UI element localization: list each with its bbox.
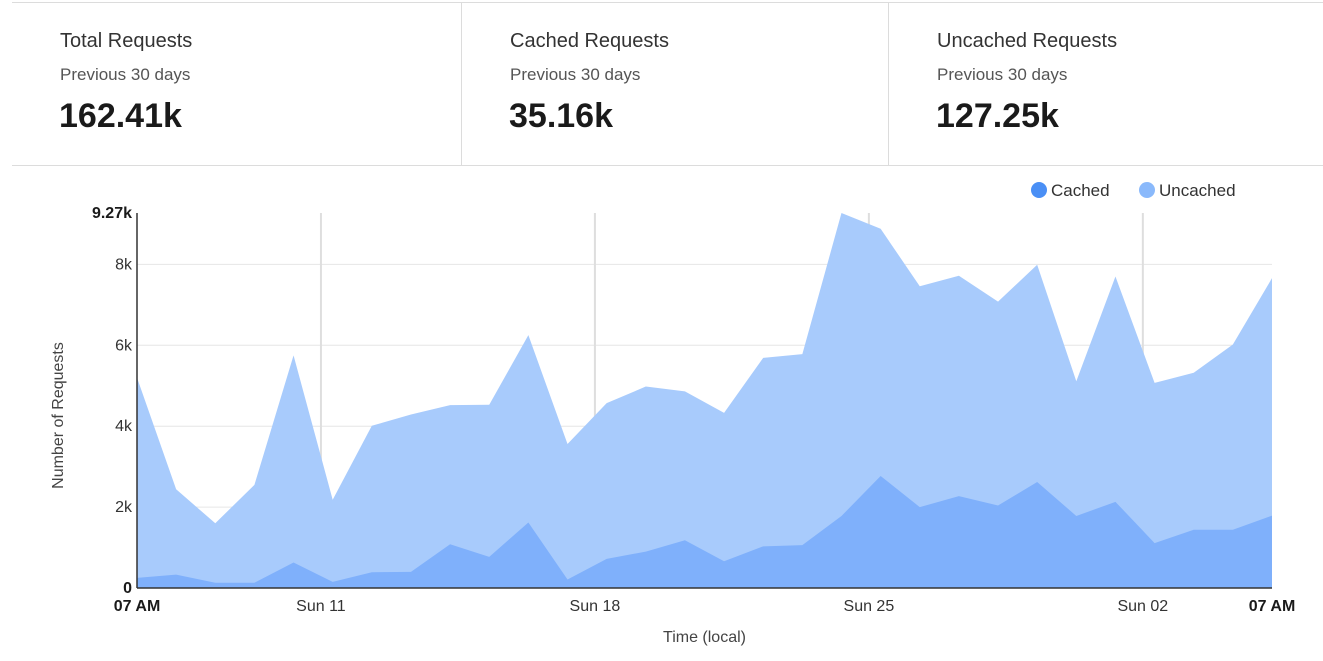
y-tick-label: 9.27k — [92, 205, 132, 222]
cached-area — [137, 475, 1272, 588]
x-tick-label: 07 AM — [1249, 598, 1296, 615]
y-tick-label: 2k — [115, 499, 133, 516]
stat-value: 35.16k — [509, 97, 613, 135]
x-axis-title: Time (local) — [663, 629, 746, 646]
x-tick-label: Sun 02 — [1117, 598, 1168, 615]
stat-card-total: Total Requests Previous 30 days 162.41k — [12, 3, 461, 165]
legend-swatch — [1031, 182, 1047, 198]
stat-card-cached: Cached Requests Previous 30 days 35.16k — [461, 3, 888, 165]
x-tick-label: Sun 18 — [570, 598, 621, 615]
stat-label: Total Requests — [60, 30, 193, 52]
stat-label: Cached Requests — [510, 30, 669, 52]
stat-label: Uncached Requests — [937, 30, 1118, 52]
requests-area-chart: 0 2k 4k 6k 8k 9.27k 07 AM Sun 11 Sun 18 Sun 25 Sun… — [50, 181, 1296, 646]
legend-label: Cached — [1051, 181, 1110, 200]
y-axis-title: Number of Requests — [50, 342, 67, 489]
stat-value: 162.41k — [59, 97, 182, 135]
stat-period: Previous 30 days — [510, 65, 641, 84]
uncached-area — [137, 213, 1272, 588]
legend-swatch — [1139, 182, 1155, 198]
stat-period: Previous 30 days — [937, 65, 1068, 84]
x-tick-label: Sun 11 — [296, 598, 346, 615]
stats-row: Total Requests Previous 30 days 162.41k … — [12, 2, 1323, 166]
stat-period: Previous 30 days — [60, 65, 191, 84]
stat-value: 127.25k — [936, 97, 1059, 135]
y-tick-label: 0 — [123, 580, 132, 597]
y-tick-label: 4k — [115, 418, 133, 435]
stat-card-uncached: Uncached Requests Previous 30 days 127.2… — [888, 3, 1323, 165]
y-tick-label: 6k — [115, 337, 133, 354]
x-tick-label: 07 AM — [114, 598, 161, 615]
y-tick-label: 8k — [115, 256, 133, 273]
x-tick-label: Sun 25 — [844, 598, 895, 615]
legend-label: Uncached — [1159, 181, 1236, 200]
